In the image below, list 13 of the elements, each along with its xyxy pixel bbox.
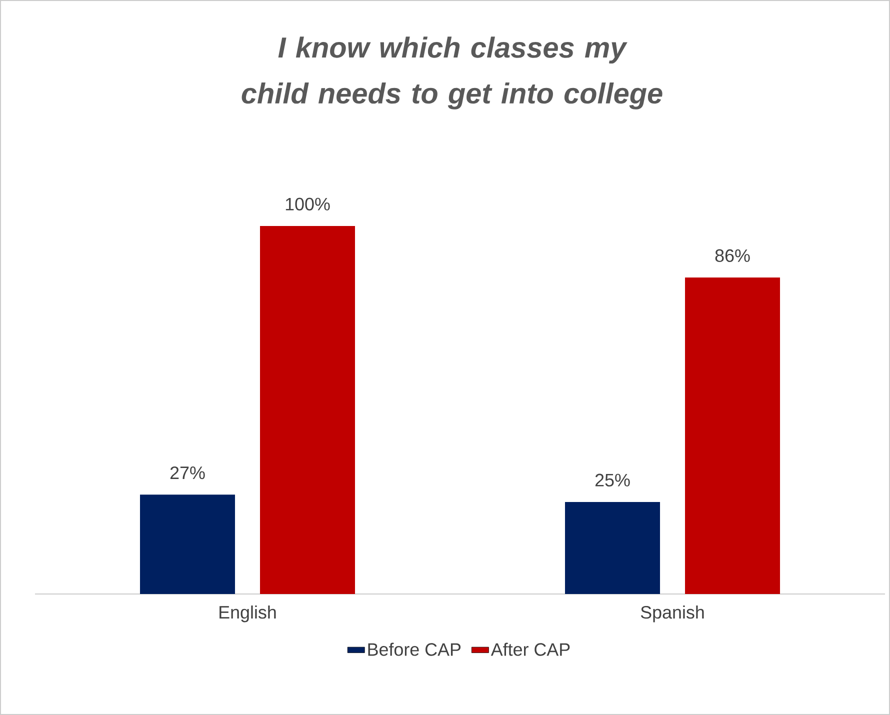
data-label: 25% (595, 474, 630, 486)
bar (685, 278, 780, 594)
data-label: 27% (170, 466, 205, 480)
data-label: 100% (286, 198, 330, 210)
x-tick-label: Spanish (640, 606, 704, 622)
legend-label: After CAP (490, 642, 570, 656)
chart-title: I know which classes my child needs to get into college (242, 36, 662, 110)
bar (260, 226, 356, 594)
legend-label: Before CAP (368, 642, 461, 656)
bar (140, 494, 236, 594)
data-label: 86% (715, 249, 750, 262)
bar (565, 502, 660, 594)
x-tick-label: English (220, 606, 276, 622)
